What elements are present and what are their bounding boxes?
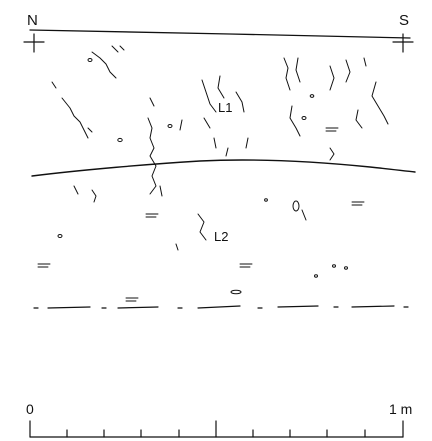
layer-label-l2: L2 <box>214 229 229 244</box>
north-datum-marker <box>23 33 45 53</box>
ground-surface-line <box>29 29 411 39</box>
root-traces <box>51 45 389 197</box>
layer-boundary-line <box>31 159 416 177</box>
pebbles <box>57 58 348 295</box>
inclusion-marks <box>73 127 335 251</box>
scale-end-label: 1 m <box>389 401 413 417</box>
layer-label-l1: L1 <box>218 100 233 115</box>
sediment-hatch-marks <box>37 127 365 302</box>
scale-bar <box>29 420 404 438</box>
south-datum-marker <box>392 33 414 53</box>
scale-start-label: 0 <box>26 401 34 417</box>
north-label: N <box>27 12 38 29</box>
south-label: S <box>399 12 410 29</box>
excavation-base-line <box>33 305 409 309</box>
